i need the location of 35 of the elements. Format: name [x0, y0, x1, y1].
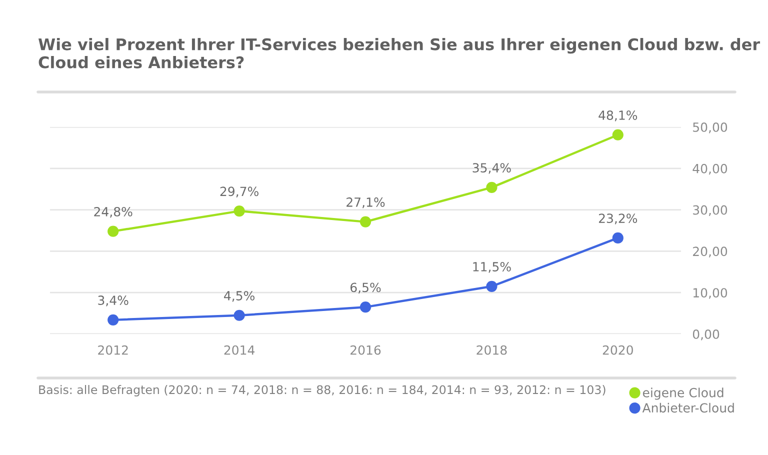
point [486, 182, 498, 193]
chart-title: Wie viel Prozent Ihrer IT-Services beziehen Sie aus Ihrer eigenen Cloud bzw. der Cloud eines Anbieters? [38, 38, 760, 68]
data-label: 23,2% [598, 214, 638, 224]
y-tick-label: 0,00 [692, 329, 720, 340]
data-label: 35,4% [472, 163, 511, 174]
data-label: 4,5% [224, 290, 254, 302]
point [234, 205, 245, 217]
data-label: 27,1% [346, 197, 385, 208]
point [360, 302, 372, 313]
data-label: 48,1% [598, 110, 638, 122]
data-label: 24,8% [94, 206, 132, 218]
x-tick-label: 2020 [602, 345, 633, 355]
point [612, 129, 624, 140]
y-tick-label: 40,00 [692, 164, 728, 175]
point [486, 280, 498, 292]
point [108, 314, 119, 326]
point [612, 232, 624, 244]
data-label: 3,4% [98, 296, 128, 306]
x-tick-label: 2012 [98, 345, 128, 355]
legend-label: Anbieter-Cloud [642, 402, 734, 413]
x-tick-label: 2018 [476, 345, 507, 355]
data-label: 6,5% [350, 282, 381, 294]
y-tick-label: 30,00 [693, 205, 728, 216]
point [360, 216, 372, 228]
point [108, 226, 119, 237]
y-tick-label: 10,00 [693, 288, 728, 299]
data-label: 11,5% [473, 262, 511, 273]
y-tick-label: 20,00 [693, 246, 728, 258]
legend-label: eigene Cloud [642, 388, 724, 400]
text: Basis: alle Befragten (2020: n = 74, 2018: n = 88, 2016: n = 184, 2014: n = 93, 2012: n = 103) [39, 385, 606, 396]
data-label: 29,7% [220, 186, 258, 198]
point [234, 310, 245, 321]
x-tick-label: 2016 [350, 345, 381, 355]
x-tick-label: 2014 [224, 345, 255, 355]
y-tick-label: 50,00 [693, 122, 728, 134]
